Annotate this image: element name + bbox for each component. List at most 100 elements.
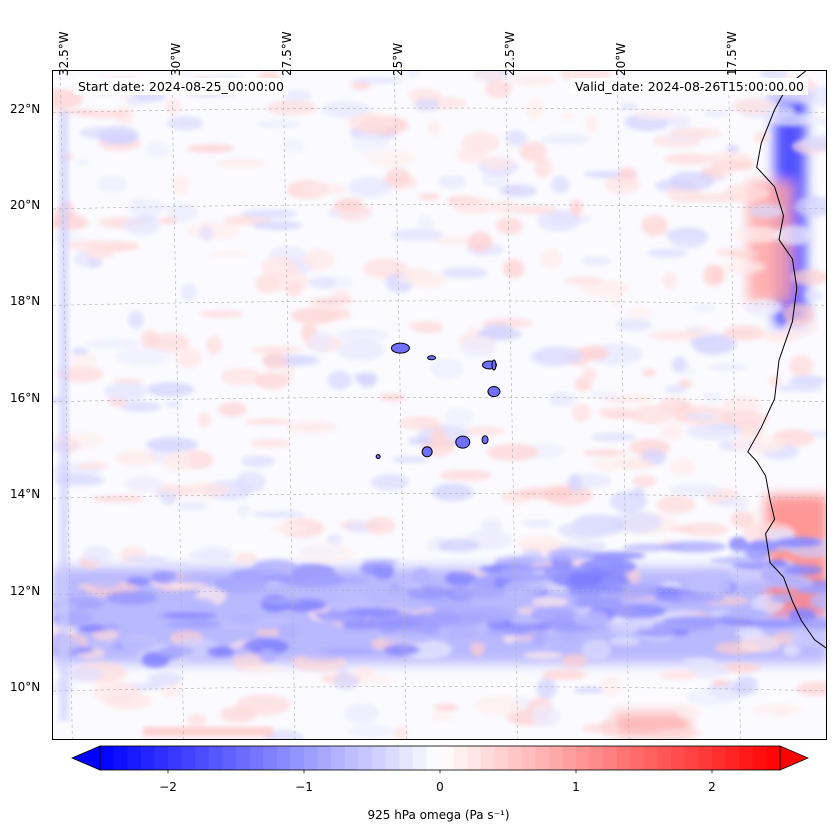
parallel-line bbox=[53, 204, 826, 210]
omega-cell bbox=[186, 143, 235, 153]
colorbar-segment bbox=[168, 746, 183, 770]
omega-cell bbox=[666, 115, 691, 128]
omega-cell bbox=[481, 323, 514, 340]
omega-cell bbox=[391, 456, 429, 463]
omega-cell bbox=[581, 639, 612, 661]
omega-cell bbox=[399, 416, 441, 431]
colorbar-segment bbox=[671, 746, 686, 770]
omega-cell bbox=[807, 430, 826, 437]
parallel-line bbox=[53, 493, 826, 499]
omega-cell bbox=[764, 528, 796, 540]
omega-cell bbox=[734, 675, 758, 696]
omega-cell bbox=[383, 644, 420, 656]
omega-cell bbox=[250, 346, 302, 354]
omega-cell bbox=[515, 535, 562, 549]
colorbar-segment bbox=[385, 746, 400, 770]
omega-cell bbox=[252, 559, 297, 575]
omega-cell bbox=[351, 133, 389, 154]
island-outline bbox=[487, 386, 501, 398]
omega-cell bbox=[101, 624, 120, 631]
omega-cell bbox=[693, 304, 716, 312]
omega-cell bbox=[671, 356, 688, 373]
omega-cell bbox=[565, 585, 626, 594]
omega-cell bbox=[571, 403, 592, 423]
omega-cell bbox=[258, 648, 277, 663]
omega-field bbox=[53, 71, 826, 739]
omega-cell bbox=[731, 98, 779, 115]
omega-cell bbox=[743, 541, 771, 560]
omega-cell bbox=[451, 587, 506, 599]
omega-cell bbox=[123, 215, 161, 236]
colorbar-segment bbox=[698, 746, 713, 770]
colorbar-segment bbox=[304, 746, 319, 770]
omega-cell bbox=[277, 622, 299, 639]
omega-cell bbox=[667, 226, 709, 248]
omega-cell bbox=[105, 590, 158, 605]
omega-cell bbox=[199, 545, 234, 564]
omega-cell bbox=[605, 604, 667, 619]
omega-cell bbox=[370, 474, 409, 491]
omega-cell bbox=[769, 593, 795, 604]
omega-cell bbox=[642, 368, 657, 377]
omega-cell bbox=[492, 199, 518, 214]
omega-cell bbox=[662, 541, 727, 553]
omega-cell bbox=[609, 636, 641, 646]
colorbar-segment bbox=[766, 746, 781, 770]
omega-cell bbox=[688, 662, 729, 678]
omega-cell bbox=[262, 352, 286, 370]
omega-cell bbox=[383, 632, 435, 644]
omega-cell bbox=[160, 683, 182, 699]
omega-cell bbox=[431, 711, 455, 722]
omega-cell bbox=[463, 426, 506, 436]
lat-tick-label: 20°N bbox=[10, 197, 41, 212]
colorbar-segment bbox=[372, 746, 387, 770]
colorbar-segment bbox=[127, 746, 142, 770]
omega-cell bbox=[407, 88, 442, 103]
omega-cell bbox=[284, 420, 337, 434]
omega-cell bbox=[199, 225, 214, 241]
parallel-line bbox=[53, 589, 826, 595]
omega-cell bbox=[236, 502, 251, 518]
omega-cell bbox=[738, 580, 775, 590]
omega-cell bbox=[687, 688, 736, 706]
omega-cell bbox=[146, 437, 198, 453]
colorbar-segment bbox=[589, 746, 604, 770]
colorbar-segment bbox=[276, 746, 291, 770]
omega-cell bbox=[261, 597, 303, 605]
omega-cell bbox=[536, 678, 557, 700]
colorbar-tick-label: −1 bbox=[295, 780, 313, 794]
meridian-line bbox=[616, 71, 630, 739]
omega-cell bbox=[255, 628, 284, 636]
omega-cell bbox=[123, 476, 164, 493]
omega-cell bbox=[460, 131, 500, 154]
omega-cell bbox=[656, 495, 696, 514]
omega-cell bbox=[172, 597, 215, 608]
omega-cell bbox=[64, 239, 113, 252]
omega-cell bbox=[411, 567, 431, 585]
colorbar-label: 925 hPa omega (Pa s⁻¹) bbox=[367, 808, 510, 822]
map-panel bbox=[52, 70, 827, 740]
omega-cell bbox=[496, 217, 523, 235]
colorbar-segment bbox=[576, 746, 591, 770]
omega-cell bbox=[468, 231, 493, 253]
omega-cell bbox=[760, 71, 788, 80]
omega-cell bbox=[572, 686, 607, 694]
omega-cell bbox=[216, 158, 266, 168]
colorbar-segment bbox=[263, 746, 278, 770]
omega-cell bbox=[609, 290, 623, 308]
omega-cell bbox=[123, 555, 169, 564]
omega-cell bbox=[430, 358, 464, 379]
coastline bbox=[375, 71, 826, 649]
colorbar-segment bbox=[644, 746, 659, 770]
lat-tick-label: 12°N bbox=[10, 583, 41, 598]
omega-cell bbox=[391, 228, 444, 242]
lat-tick-label: 22°N bbox=[10, 101, 41, 116]
omega-cell bbox=[68, 353, 99, 366]
omega-cell bbox=[417, 214, 434, 231]
omega-cell bbox=[242, 209, 298, 219]
omega-cell bbox=[220, 367, 263, 386]
omega-cell bbox=[571, 611, 609, 627]
omega-cell bbox=[327, 370, 352, 390]
colorbar-segment bbox=[331, 746, 346, 770]
omega-cell bbox=[433, 703, 459, 712]
